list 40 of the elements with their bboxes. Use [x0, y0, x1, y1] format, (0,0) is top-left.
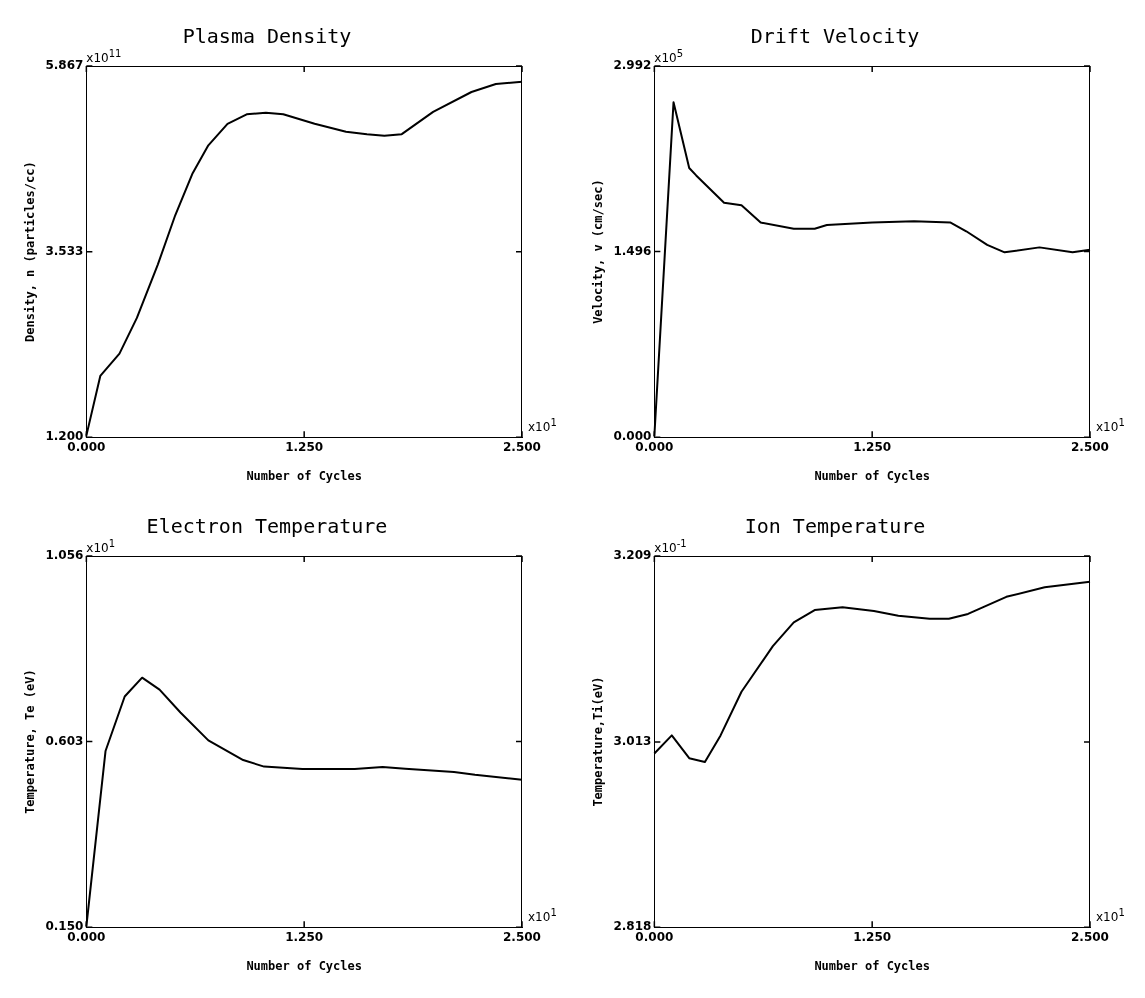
text: x10$^{1}$ — [86, 537, 116, 556]
x-tick-label: 1.250 — [285, 929, 324, 944]
x-tick-label: 1.250 — [853, 439, 892, 454]
x-tick-label: 2.500 — [503, 439, 541, 454]
y-tick-label: 0.603 — [45, 733, 84, 748]
y-tick-label: 1.056 — [45, 548, 84, 563]
y-axis-title: Density, n (particles/cc) — [23, 161, 38, 342]
y-tick-label: 5.867 — [45, 58, 84, 73]
chart-title: Drift Velocity — [750, 24, 920, 49]
y-tick-label: 1.496 — [613, 243, 652, 258]
chart-title: Plasma Density — [182, 24, 352, 49]
x-tick-label: 1.250 — [853, 929, 892, 944]
y-tick-label: 3.209 — [613, 548, 652, 563]
x-tick-label: 0.000 — [67, 439, 106, 454]
text: x10$^{5}$ — [654, 47, 684, 66]
x-tick-label: 0.000 — [635, 439, 674, 454]
x-axis-title: Number of Cycles — [814, 958, 930, 973]
x-tick-label: 2.500 — [1071, 929, 1109, 944]
x-tick-label: 1.250 — [285, 439, 324, 454]
x-tick-label: 0.000 — [635, 929, 674, 944]
y-axis-title: Temperature, Te (eV) — [23, 669, 38, 814]
y-axis-title: Temperature,Ti(eV) — [591, 676, 606, 807]
chart-title: Ion Temperature — [744, 514, 926, 539]
text: x10$^{-1}$ — [654, 537, 687, 556]
x-tick-label: 2.500 — [503, 929, 541, 944]
x-tick-label: 2.500 — [1071, 439, 1109, 454]
text: x10$^{1}$ — [1096, 416, 1125, 436]
x-axis-title: Number of Cycles — [246, 468, 362, 483]
y-tick-label: 3.013 — [613, 734, 652, 749]
text: x10$^{1}$ — [528, 416, 557, 436]
text: x10$^{1}$ — [1096, 906, 1125, 926]
y-axis-title: Velocity, v (cm/sec) — [591, 179, 606, 324]
text: x10$^{1}$ — [528, 906, 557, 926]
x-axis-title: Number of Cycles — [246, 958, 362, 973]
y-tick-label: 3.533 — [45, 243, 84, 258]
x-tick-label: 0.000 — [67, 929, 106, 944]
text: x10$^{11}$ — [86, 47, 122, 66]
chart-title: Electron Temperature — [146, 514, 388, 539]
x-axis-title: Number of Cycles — [814, 468, 930, 483]
y-tick-label: 2.992 — [613, 58, 652, 73]
